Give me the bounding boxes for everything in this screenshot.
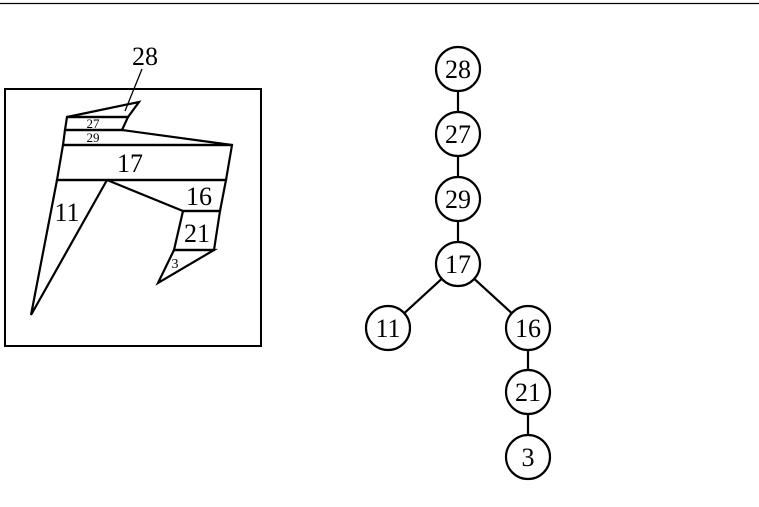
region-label-3: 3 [172,257,179,272]
region-label-17: 17 [117,149,143,178]
tree-node-11: 11 [364,304,412,352]
region-frame [4,88,262,347]
region-label-29: 29 [87,130,100,145]
tree-edges [403,91,530,435]
region-label-28: 28 [132,42,158,71]
tree-nodes: 28 27 29 17 11 16 21 3 [364,45,552,481]
tree-node-label: 21 [515,378,541,407]
tree-node-label: 27 [445,120,471,149]
region-label-16: 16 [186,182,212,211]
region-label-11: 11 [54,198,79,227]
tree-node-circle [364,304,412,352]
tree-node-17: 17 [434,240,482,288]
tree-node-circle [504,304,552,352]
tree-node-label: 28 [445,55,471,84]
tree-diagram: 28 27 29 17 11 16 21 3 [364,45,552,481]
tree-node-label: 11 [375,314,400,343]
region-labels: 28 27 29 17 16 11 21 3 [54,42,212,272]
region-3 [155,248,219,286]
tree-node-label: 16 [515,314,541,343]
region-label-21: 21 [184,219,210,248]
tree-node-label: 3 [522,443,535,472]
tree-node-circle [434,45,482,93]
tree-node-27: 27 [434,110,482,158]
tree-node-circle [434,175,482,223]
tree-node-29: 29 [434,175,482,223]
region-diagram [4,68,262,347]
tree-node-3: 3 [504,433,552,481]
tree-node-circle [504,433,552,481]
tree-node-label: 29 [445,185,471,214]
tree-node-circle [434,110,482,158]
tree-node-28: 28 [434,45,482,93]
tree-node-circle [434,240,482,288]
tree-node-label: 17 [445,250,471,279]
tree-edge-17-16 [473,278,513,314]
tree-node-16: 16 [504,304,552,352]
region-label-27: 27 [87,116,101,131]
tree-node-circle [504,368,552,416]
label-28-leader [124,68,143,112]
tree-node-21: 21 [504,368,552,416]
region-11 [29,178,109,316]
region-17 [55,143,234,182]
tree-edge-17-11 [403,278,443,314]
